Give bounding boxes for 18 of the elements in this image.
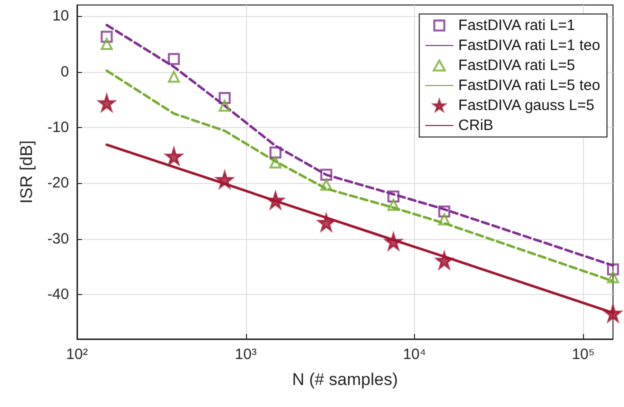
y-tick-label: -10 xyxy=(47,118,69,136)
y-tick-label: -40 xyxy=(47,286,69,303)
y-axis-title: ISR [dB] xyxy=(17,140,36,204)
x-tick-label: 10² xyxy=(66,346,88,363)
y-tick-label: -20 xyxy=(47,174,69,192)
legend-label: FastDIVA rati L=1 xyxy=(458,17,576,34)
x-tick-label: 10⁵ xyxy=(572,346,595,363)
y-tick-label: 0 xyxy=(60,63,69,80)
legend-label: FastDIVA rati L=1 teo xyxy=(458,37,600,54)
legend-label: CRiB xyxy=(458,117,494,134)
x-tick-label: 10³ xyxy=(234,346,257,363)
legend-label: FastDIVA rati L=5 xyxy=(458,57,576,74)
x-tick-label: 10⁴ xyxy=(402,346,426,363)
legend-label: FastDIVA rati L=5 teo xyxy=(458,77,600,94)
y-tick-label: 10 xyxy=(52,8,69,25)
y-tick-label: -30 xyxy=(47,230,69,248)
legend-label: FastDIVA gauss L=5 xyxy=(458,97,594,114)
x-axis-title: N (# samples) xyxy=(292,370,398,389)
